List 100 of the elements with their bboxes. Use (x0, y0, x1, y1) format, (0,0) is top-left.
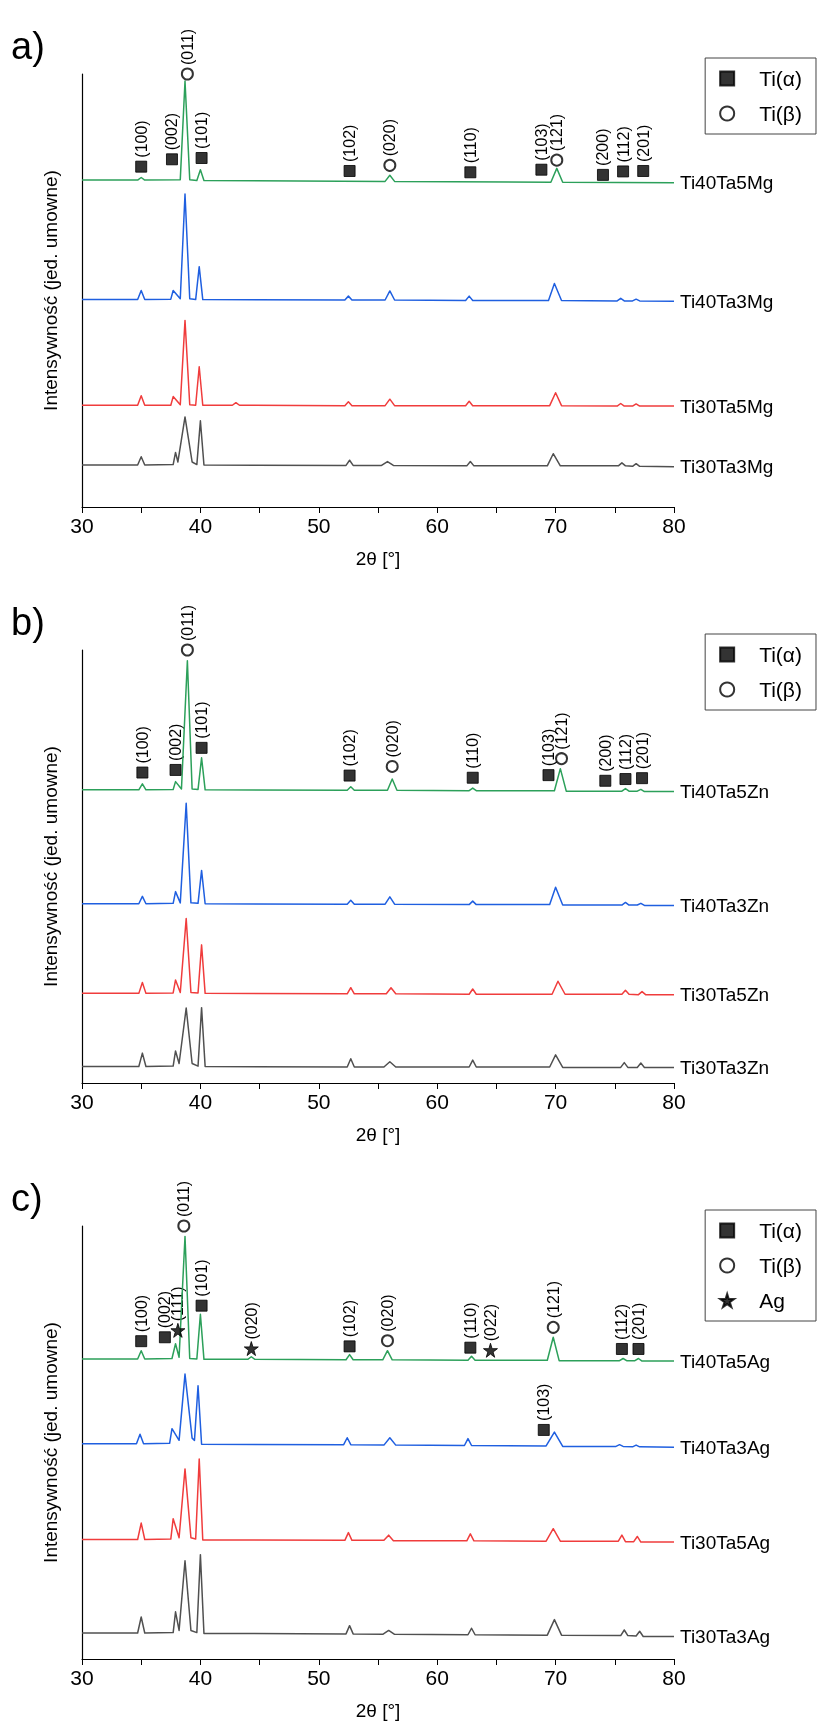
chart-title: c) (11, 1177, 43, 1219)
series-label: Ti40Ta5Zn (680, 781, 770, 803)
point (535, 163, 548, 176)
point (180, 67, 194, 81)
annotation: (100) (132, 1294, 150, 1333)
x-axis-title: 2θ [°] (355, 1700, 401, 1721)
annotation: (201) (629, 1302, 647, 1340)
x-tick-label: 30 (70, 1090, 94, 1113)
legend-label: Ag (759, 1289, 785, 1312)
annotation: (020) (242, 1302, 260, 1340)
x-tick-label: 80 (662, 514, 686, 537)
point (165, 153, 178, 166)
annotation: (020) (381, 119, 399, 157)
annotation: (112) (616, 733, 634, 771)
series-label: Ti40Ta3Ag (680, 1436, 771, 1458)
point (343, 164, 356, 177)
annotation: (103) (540, 728, 557, 767)
point (169, 763, 182, 776)
series-label: Ti30Ta5Mg (680, 395, 774, 417)
annotation: (103) (532, 123, 550, 161)
point (380, 1334, 394, 1348)
x-tick-label: 60 (425, 514, 449, 537)
point (195, 1299, 208, 1312)
point (195, 152, 208, 164)
legend-label: Ti(β) (759, 102, 802, 125)
legend-label: Ti(α) (759, 67, 802, 90)
point (466, 771, 479, 784)
annotation: (101) (193, 701, 211, 739)
series-label: Ti30Ta3Zn (680, 1056, 770, 1078)
point (135, 160, 148, 173)
annotation: (101) (193, 111, 211, 149)
point (619, 773, 632, 786)
x-tick-label: 80 (662, 1666, 686, 1689)
annotation: (201) (634, 124, 652, 162)
series-label: Ti30Ta3Mg (680, 456, 774, 478)
y-axis-title: Intensywność (jed. umowne) (40, 746, 61, 987)
x-tick-label: 30 (70, 1666, 94, 1689)
x-axis-title: 2θ [°] (355, 1124, 401, 1145)
point (617, 165, 630, 178)
x-tick-label: 70 (543, 1090, 568, 1113)
x-tick-label: 50 (307, 1090, 331, 1113)
series-label: Ti30Ta3Ag (680, 1625, 771, 1647)
point (637, 164, 650, 177)
legend-label: Ti(β) (759, 678, 802, 701)
annotation: (121) (544, 1280, 562, 1319)
x-tick-label: 50 (307, 1666, 331, 1689)
y-axis-title: Intensywność (jed. umowne) (40, 170, 61, 411)
x-tick-label: 40 (188, 514, 213, 537)
point (464, 1341, 477, 1354)
point (180, 643, 194, 657)
series-label: Ti30Ta5Zn (680, 984, 770, 1006)
point (195, 741, 208, 754)
annotation: (101) (193, 1259, 211, 1297)
point (158, 1331, 171, 1344)
point (596, 168, 609, 181)
annotation: (011) (178, 28, 196, 65)
point (542, 769, 555, 782)
x-tick-label: 40 (188, 1090, 213, 1113)
point (136, 766, 149, 779)
annotation: (022) (481, 1303, 499, 1342)
x-tick-label: 60 (425, 1090, 449, 1113)
annotation: (002) (163, 112, 181, 151)
point (482, 1342, 498, 1358)
point (615, 1342, 628, 1355)
x-tick-label: 70 (543, 514, 568, 537)
annotation: (020) (383, 720, 401, 758)
series-label: Ti30Ta5Ag (680, 1531, 771, 1553)
point (537, 1423, 550, 1436)
point (383, 158, 397, 172)
x-tick-label: 60 (425, 1666, 449, 1689)
annotation: (201) (633, 731, 651, 770)
point (599, 774, 612, 787)
point (636, 772, 649, 785)
annotation: (102) (341, 729, 359, 767)
annotation: (102) (341, 124, 359, 162)
x-tick-label: 30 (70, 514, 94, 537)
point (464, 166, 477, 179)
point (343, 769, 356, 782)
annotation: (110) (461, 1302, 479, 1339)
annotation: (100) (133, 726, 151, 764)
chart-title: a) (11, 25, 45, 67)
x-tick-label: 40 (188, 1666, 213, 1689)
x-axis-title: 2θ [°] (355, 548, 401, 569)
series-label: Ti40Ta3Mg (680, 290, 774, 312)
point (177, 1219, 191, 1233)
series-label: Ti40Ta3Zn (680, 894, 770, 916)
legend-label: Ti(α) (759, 643, 802, 666)
point (632, 1342, 645, 1355)
y-axis-title: Intensywność (jed. umowne) (40, 1322, 61, 1563)
annotation: (011) (175, 1180, 193, 1217)
annotation: (200) (594, 128, 612, 166)
series-label: Ti40Ta5Mg (680, 172, 774, 194)
chart-title: b) (11, 601, 45, 643)
annotation: (100) (132, 120, 150, 158)
annotation: (020) (378, 1294, 396, 1332)
point (546, 1320, 560, 1334)
point (343, 1340, 356, 1353)
annotation: (112) (613, 1303, 631, 1340)
annotation: (110) (464, 732, 482, 769)
point (550, 153, 564, 167)
